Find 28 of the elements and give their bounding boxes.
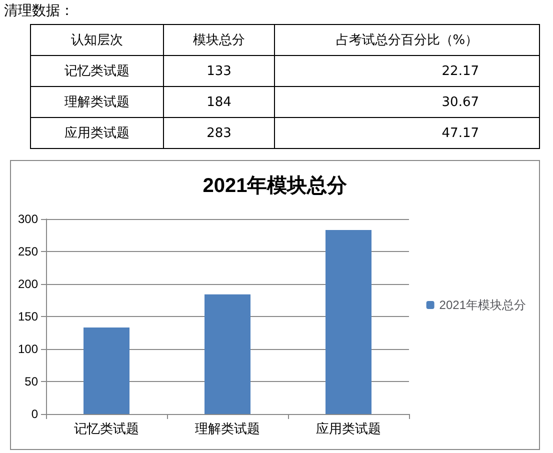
y-tick-label: 0 <box>31 407 38 421</box>
text: 模块总分 <box>164 24 274 56</box>
y-tick-label: 200 <box>18 277 38 291</box>
x-tick-label: 理解类试题 <box>195 421 260 436</box>
text: 133 <box>164 56 274 86</box>
y-tick-label: 50 <box>24 374 38 388</box>
y-tick-label: 100 <box>18 342 38 356</box>
text: 22.17 <box>274 56 540 86</box>
text: 清理数据： <box>4 2 74 20</box>
text: 占考试总分百分比（%） <box>274 24 540 56</box>
text: 认知层次 <box>30 24 164 56</box>
text: 47.17 <box>274 118 540 148</box>
y-tick-label: 250 <box>18 244 38 258</box>
chart-title: 2021年模块总分 <box>202 174 348 197</box>
text: 283 <box>164 118 274 148</box>
x-tick-label: 记忆类试题 <box>74 421 139 436</box>
y-tick-label: 150 <box>18 310 38 324</box>
bar <box>326 230 372 414</box>
text: 应用类试题 <box>30 118 164 148</box>
text: 记忆类试题 <box>30 56 164 86</box>
x-tick-label: 应用类试题 <box>316 421 381 436</box>
text: 184 <box>164 86 274 118</box>
bar <box>204 294 250 414</box>
text: 30.67 <box>274 86 540 118</box>
y-tick-label: 300 <box>18 212 38 226</box>
text: 理解类试题 <box>30 86 164 118</box>
legend-label: 2021年模块总分 <box>439 298 526 312</box>
bar <box>84 328 130 414</box>
